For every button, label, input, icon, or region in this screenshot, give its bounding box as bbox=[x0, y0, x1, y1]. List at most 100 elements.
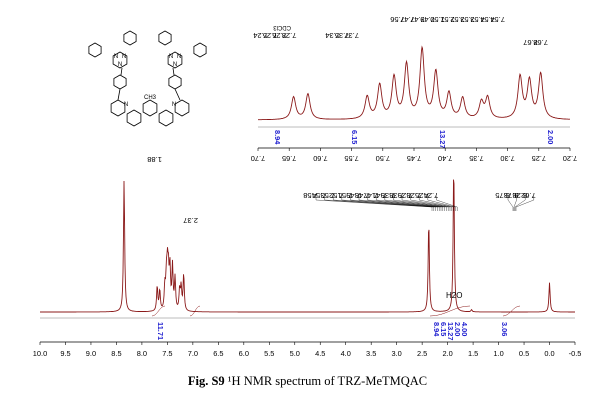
peak-label: 7.50 bbox=[430, 15, 445, 24]
peak-label: 7.53 bbox=[470, 15, 485, 24]
inset-integration-value: 8.94 bbox=[273, 130, 282, 145]
peak-label: 7.47 bbox=[400, 15, 415, 24]
main-tick-label: 3.0 bbox=[392, 349, 402, 358]
peak-leader bbox=[514, 196, 526, 211]
peak-label: 8.28 bbox=[512, 191, 527, 200]
figure-caption: Fig. S9 ¹H NMR spectrum of TRZ-MeTMQAC bbox=[0, 374, 615, 389]
peak-label-single: 1.88 bbox=[147, 155, 162, 164]
peak-label: 7.29 bbox=[398, 191, 413, 200]
main-tick-label: 8.0 bbox=[137, 349, 147, 358]
inset-tick-label: 7.40 bbox=[438, 154, 452, 163]
inset-peak-labels: 7.247.257.267.28CDCl37.347.357.377.567.4… bbox=[253, 15, 548, 47]
inset-tick-label: 7.35 bbox=[469, 154, 483, 163]
peak-label: 7.58 bbox=[303, 191, 318, 200]
inset-tick-label: 7.25 bbox=[532, 154, 546, 163]
peak-leader bbox=[333, 196, 436, 211]
peak-label: 7.67 bbox=[523, 38, 538, 47]
peak-leader bbox=[410, 196, 452, 211]
phenyl-ring bbox=[113, 74, 127, 90]
peak-label: 7.62 bbox=[521, 191, 536, 200]
inset-spectrum-trace bbox=[258, 45, 570, 121]
inset-tick-label: 7.70 bbox=[251, 154, 265, 163]
bond bbox=[120, 67, 123, 76]
main-integration-value: 2.00 bbox=[453, 322, 462, 336]
core-ring bbox=[126, 109, 142, 127]
peak-leader bbox=[436, 196, 458, 211]
nitrogen-atom-label: N bbox=[177, 54, 181, 60]
main-integral-curves bbox=[151, 305, 521, 317]
peak-label: 7.56 bbox=[390, 15, 405, 24]
peak-leader bbox=[367, 196, 443, 211]
integral-curve bbox=[429, 305, 471, 317]
main-tick-label: 7.0 bbox=[188, 349, 198, 358]
main-integration-value: 13.27 bbox=[446, 322, 455, 341]
peak-label: 7.52 bbox=[329, 191, 344, 200]
peak-label: 7.68 bbox=[533, 38, 548, 47]
peak-label: 7.26 bbox=[272, 31, 287, 40]
main-tick-label: 9.0 bbox=[86, 349, 96, 358]
peak-label: 7.38 bbox=[389, 191, 404, 200]
figure-caption-text: ¹H NMR spectrum of TRZ-MeTMQAC bbox=[227, 374, 428, 388]
peak-label: 7.52 bbox=[450, 15, 465, 24]
main-integration-value: 4.00 bbox=[460, 322, 469, 336]
peak-label: 7.25 bbox=[263, 31, 278, 40]
peak-leader bbox=[513, 196, 517, 211]
phenyl-ring bbox=[88, 42, 102, 58]
peak-label-single: 2.37 bbox=[183, 216, 198, 225]
main-tick-label: 3.5 bbox=[366, 349, 376, 358]
core-ring bbox=[142, 99, 158, 117]
inset-integration-value: 6.15 bbox=[350, 130, 359, 144]
core-ring bbox=[158, 109, 174, 127]
main-tick-label: 7.5 bbox=[162, 349, 172, 358]
peak-leader bbox=[341, 196, 438, 211]
main-tick-label: 9.5 bbox=[60, 349, 70, 358]
peak-leader bbox=[315, 196, 433, 211]
peak-label: 8.73 bbox=[504, 191, 519, 200]
peak-leader bbox=[419, 196, 454, 211]
core-nitrogen-label: N bbox=[124, 102, 128, 108]
main-tick-label: 0.0 bbox=[544, 349, 554, 358]
core-nitrogen-label: N bbox=[172, 102, 176, 108]
nitrogen-atom-label: N bbox=[173, 62, 177, 68]
peak-label: 7.25 bbox=[415, 191, 430, 200]
main-integration-value: 11.71 bbox=[156, 322, 165, 340]
peak-leader bbox=[384, 196, 447, 211]
main-spectrum-trace bbox=[40, 179, 575, 313]
peak-leader bbox=[376, 196, 445, 211]
main-tick-label: -0.5 bbox=[569, 349, 582, 358]
core-ring bbox=[110, 99, 126, 117]
peak-label: 8.75 bbox=[495, 191, 510, 200]
triazine-ring bbox=[112, 51, 128, 69]
peak-label: 7.39 bbox=[381, 191, 396, 200]
peak-label: 7.34 bbox=[325, 31, 340, 40]
peak-label: 7.49 bbox=[420, 15, 435, 24]
inset-integration-labels: 8.94 6.15 13.27 2.00 bbox=[273, 130, 555, 149]
inset-tick-label: 7.65 bbox=[282, 154, 296, 163]
main-tick-label: 4.0 bbox=[341, 349, 351, 358]
figure-label: Fig. S9 bbox=[187, 374, 225, 388]
peak-leader bbox=[401, 196, 451, 211]
main-tick-label: 5.5 bbox=[264, 349, 274, 358]
peak-label: 7.54 bbox=[312, 191, 327, 200]
inset-tick-label: 7.50 bbox=[376, 154, 390, 163]
inset-tick-label: 7.20 bbox=[563, 154, 577, 163]
main-tick-label: 2.0 bbox=[442, 349, 452, 358]
peak-label: 7.24 bbox=[424, 191, 439, 200]
main-x-ticks: 10.0 9.5 9.0 8.5 8.0 7.5 7.0 6.5 6.0 5.5 5.0 4.5 4.0… bbox=[33, 342, 582, 358]
peak-label: 7.48 bbox=[355, 191, 370, 200]
main-tick-label: 2.5 bbox=[417, 349, 427, 358]
peak-label: 7.53 bbox=[320, 191, 335, 200]
main-tick-label: 6.0 bbox=[239, 349, 249, 358]
inset-spectrum: 8.94 6.15 13.27 2.00 7.70 7.65 7.60 7.55 7.50 7.… bbox=[251, 15, 577, 163]
peak-label: 7.37 bbox=[344, 31, 359, 40]
main-tick-label: 10.0 bbox=[33, 349, 47, 358]
inset-x-ticks: 7.70 7.65 7.60 7.55 7.50 7.45 7.40 7.35 7.30 7.25… bbox=[251, 148, 577, 163]
peak-leader bbox=[393, 196, 449, 211]
methyl-label: CH3 bbox=[144, 95, 157, 101]
inset-tick-label: 7.55 bbox=[344, 154, 358, 163]
peak-label: 7.51 bbox=[338, 191, 353, 200]
peak-label: 7.54 bbox=[480, 15, 495, 24]
